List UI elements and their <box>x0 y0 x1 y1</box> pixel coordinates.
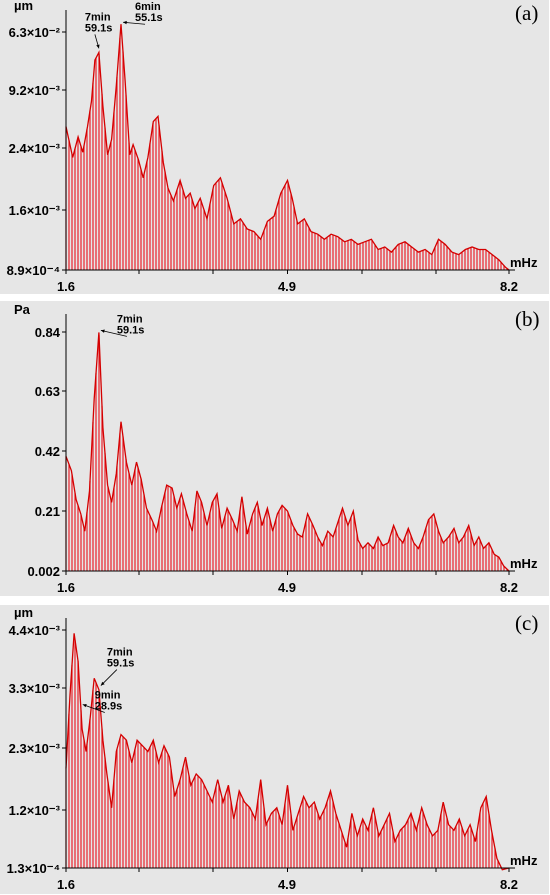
x-axis-unit-label: mHz <box>510 556 538 571</box>
annotation-line2: 28.9s <box>95 700 123 712</box>
annotation-line2: 59.1s <box>85 22 113 34</box>
annotation-arrow <box>123 21 146 25</box>
y-tick-label: 0.42 <box>35 444 60 459</box>
panel-label: (a) <box>515 1 538 25</box>
annotation-arrowhead <box>100 681 105 686</box>
y-tick-label: 1.6×10⁻³ <box>9 203 61 218</box>
x-tick-label: 8.2 <box>500 877 518 892</box>
y-axis-unit-label: Pa <box>14 302 31 317</box>
annotation-arrow <box>100 330 127 337</box>
spectrum-bars <box>65 335 508 571</box>
annotation-arrow <box>82 704 105 713</box>
annotation-arrowhead <box>82 704 87 708</box>
y-tick-label: 0.84 <box>35 325 61 340</box>
annotation-line1: 9min <box>95 689 121 701</box>
y-tick-label: 6.3×10⁻² <box>9 25 61 40</box>
y-tick-label: 0.63 <box>35 384 60 399</box>
y-tick-label: 8.9×10⁻⁴ <box>7 263 60 278</box>
y-tick-label: 0.002 <box>27 564 60 579</box>
y-tick-label: 0.21 <box>35 504 60 519</box>
x-tick-label: 4.9 <box>278 877 296 892</box>
y-tick-label: 1.3×10⁻⁴ <box>7 861 60 876</box>
y-tick-label: 9.2×10⁻³ <box>9 83 61 98</box>
x-tick-label: 4.9 <box>278 279 296 294</box>
y-tick-label: 1.2×10⁻³ <box>9 803 61 818</box>
panel-background <box>0 0 549 294</box>
panel-label: (c) <box>515 611 538 635</box>
x-tick-label: 8.2 <box>500 580 518 595</box>
x-tick-label: 1.6 <box>57 580 75 595</box>
panel-background <box>0 605 549 894</box>
annotation-line2: 59.1s <box>107 658 135 670</box>
y-tick-label: 3.3×10⁻³ <box>9 681 61 696</box>
annotation-arrowhead <box>96 44 100 49</box>
annotation-line2: 55.1s <box>135 12 163 24</box>
series-line <box>65 633 510 871</box>
x-tick-label: 4.9 <box>278 580 296 595</box>
annotation-arrowhead <box>123 20 127 25</box>
x-tick-label: 1.6 <box>57 877 75 892</box>
series-line <box>65 24 510 271</box>
annotation-line1: 7min <box>117 313 143 325</box>
panel-label: (b) <box>515 307 540 331</box>
y-tick-label: 2.4×10⁻³ <box>9 141 61 156</box>
annotation-line1: 6min <box>135 1 161 13</box>
annotation-arrow <box>100 669 118 686</box>
annotation-line1: 7min <box>85 11 111 23</box>
y-axis-unit-label: µm <box>14 605 33 620</box>
y-tick-label: 2.3×10⁻³ <box>9 741 61 756</box>
chart-panel-1: 6.3×10⁻² 9.2×10⁻³ 2.4×10⁻³ 1.6×10⁻³ 8.9×10⁻⁴… <box>0 0 549 294</box>
series-line <box>65 332 510 572</box>
panel-background <box>0 301 549 596</box>
y-tick-label: 4.4×10⁻³ <box>9 623 61 638</box>
x-tick-label: 1.6 <box>57 279 75 294</box>
annotation-arrowhead <box>100 329 105 333</box>
y-axis-unit-label: µm <box>14 0 33 13</box>
annotation-line2: 59.1s <box>117 324 145 336</box>
x-axis-unit-label: mHz <box>510 255 538 270</box>
x-axis-unit-label: mHz <box>510 853 538 868</box>
x-tick-label: 8.2 <box>500 279 518 294</box>
spectrum-bars <box>65 37 508 270</box>
chart-panel-3: 4.4×10⁻³ 3.3×10⁻³ 2.3×10⁻³ 1.2×10⁻³ 1.3×10⁻⁴… <box>0 605 549 894</box>
spectrum-bars <box>65 639 508 870</box>
annotation-line1: 7min <box>107 647 133 659</box>
